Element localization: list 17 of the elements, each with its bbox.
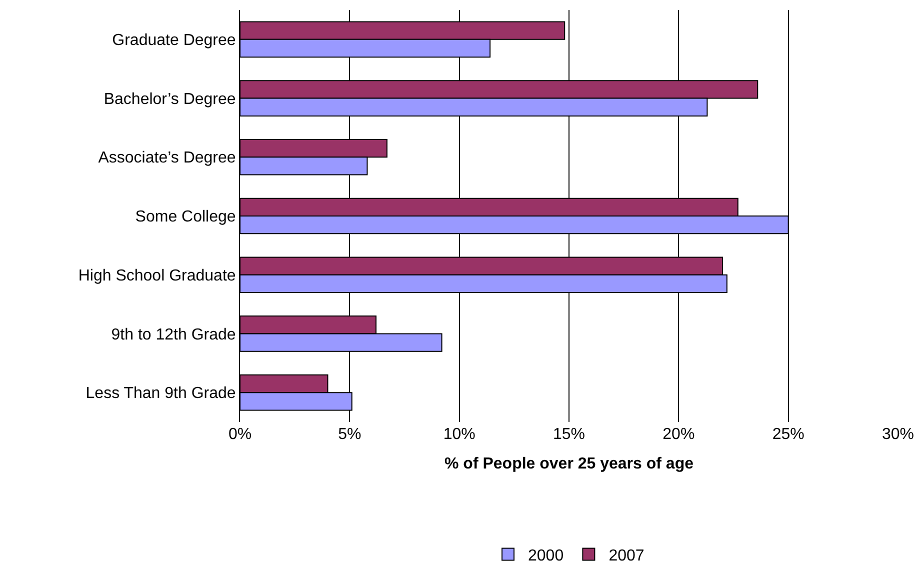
x-axis-title: % of People over 25 years of age [444,456,694,473]
x-tick-label: 0% [228,426,252,443]
x-tick-label: 15% [552,426,586,443]
legend-label: 2007 [608,548,644,564]
x-tick-label: 5% [338,426,362,443]
legend-label: 2000 [528,548,564,564]
y-tick-label: 9th to 12th Grade [111,326,236,344]
x-tick-label: 30% [882,426,914,443]
x-tick-label: 10% [443,426,476,443]
y-tick-label: Associate’s Degree [98,150,236,167]
x-tick-label: 25% [772,426,804,443]
y-tick-label: High School Graduate [78,267,236,284]
y-tick-label: Some College [135,208,236,226]
y-tick-label: Bachelor’s Degree [104,90,236,108]
y-tick-label: Graduate Degree [112,32,236,50]
x-tick-label: 20% [662,426,695,443]
y-tick-label: Less Than 9th Grade [86,385,236,402]
